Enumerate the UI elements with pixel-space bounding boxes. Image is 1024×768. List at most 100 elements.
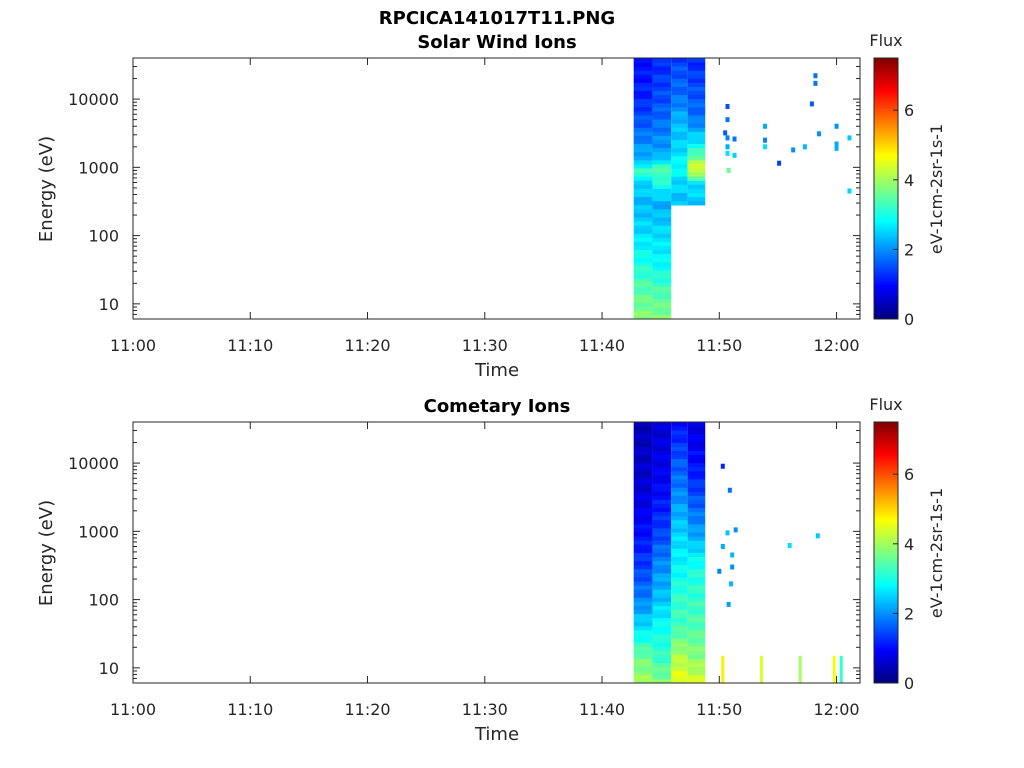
x-tick-label: 12:00 [813, 700, 859, 719]
spectrogram-cell [687, 568, 706, 574]
spectrogram-cell [633, 261, 653, 267]
spectrogram-cell [652, 78, 672, 83]
spectrogram-cell [633, 98, 653, 104]
spectrogram-cell [633, 483, 653, 488]
spectrogram-cell [687, 184, 706, 189]
spectrogram-cell [652, 310, 672, 316]
data-point [834, 141, 839, 147]
spectrogram-cell [633, 302, 653, 308]
panel-title: Cometary Ions [424, 396, 571, 417]
spectrogram-cell [671, 601, 688, 606]
data-point [720, 463, 725, 469]
spectrogram-cell [652, 556, 672, 562]
spectrogram-cell [633, 143, 653, 149]
spectrogram-cell [633, 225, 653, 230]
spectrogram-cell [687, 507, 706, 513]
spectrogram-cell [633, 438, 653, 443]
spectrogram-cell [633, 212, 653, 218]
spectrogram-cell [633, 491, 653, 496]
spectrogram-cell [633, 70, 653, 75]
spectrogram-cell [687, 164, 706, 169]
spectrogram-cell [652, 265, 672, 271]
spectrogram-cell [687, 422, 706, 427]
spectrogram-cell [633, 270, 653, 275]
spectrogram-cell [687, 491, 706, 496]
data-point [834, 145, 839, 151]
spectrogram-cell [671, 613, 688, 619]
spectrogram-cell [671, 62, 688, 67]
spectrogram-cell [633, 115, 653, 120]
spectrogram-cell [652, 662, 672, 668]
spectrogram-cell [633, 139, 653, 145]
spectrogram-cell [671, 515, 688, 521]
spectrogram-cell [652, 536, 672, 541]
spectrogram-cell [687, 642, 706, 647]
spectrogram-cell [633, 204, 653, 210]
y-tick-label: 1000 [78, 522, 119, 541]
spectrogram-cell [652, 581, 672, 586]
spectrogram-cell [652, 204, 672, 210]
spectrogram-cell [687, 650, 706, 655]
spectrogram-cell [687, 589, 706, 594]
spectrogram-cell [633, 581, 653, 586]
y-tick-label: 10000 [68, 90, 119, 109]
spectrogram-cell [671, 479, 688, 484]
x-tick-label: 11:50 [696, 700, 742, 719]
spectrogram-cell [687, 536, 706, 541]
spectrogram-cell [633, 278, 653, 283]
spectrogram-cell [652, 426, 672, 431]
spectrogram-cell [687, 196, 706, 202]
spectrogram-cell [671, 102, 688, 108]
spectrogram-cell [652, 66, 672, 71]
spectrogram-cell [671, 629, 688, 635]
spectrogram-cell [652, 434, 672, 439]
spectrogram-cell [687, 466, 706, 472]
spectrogram-cell [671, 66, 688, 71]
spectrogram-cell [652, 540, 672, 545]
spectrogram-cell [671, 585, 688, 590]
spectrogram-cell [652, 601, 672, 606]
spectrogram-cell [671, 98, 688, 104]
spectrogram-cell [652, 131, 672, 136]
spectrogram-cell [687, 442, 706, 447]
spectrogram-cell [671, 106, 688, 112]
spectrogram-cell [633, 629, 653, 635]
spectrogram-cell [671, 164, 688, 169]
spectrogram-cell [687, 634, 706, 639]
spectrogram-cell [633, 245, 653, 251]
spectrogram-cell [652, 225, 672, 230]
spectrogram-cell [652, 274, 672, 279]
spectrogram-cell [671, 180, 688, 185]
spectrogram-cell [633, 601, 653, 606]
spectrogram-cell [671, 90, 688, 96]
spectrogram-cell [652, 654, 672, 659]
spectrogram-cell [652, 115, 672, 120]
plot-axes: 11:00 11:10 11:20 11:30 11:40 11:50 12:00 10 100… [68, 421, 861, 719]
data-point [813, 73, 818, 79]
y-tick-label: 1000 [78, 158, 119, 177]
spectrogram-cell [687, 200, 706, 206]
spectrogram-cell [633, 507, 653, 513]
spectrogram-cell [652, 605, 672, 610]
spectrogram-cell [671, 499, 688, 504]
colorbar-label: eV-1cm-2sr-1s-1 [927, 488, 946, 618]
spectrogram-cell [652, 58, 672, 63]
spectrogram-cell [687, 135, 706, 140]
spectrogram-cell [633, 503, 653, 509]
spectrogram-cell [633, 314, 653, 320]
data-point [725, 117, 730, 123]
data-point [802, 144, 807, 150]
spectrogram-cell [633, 454, 653, 460]
data-spike [721, 655, 725, 683]
spectrogram-cell [633, 658, 653, 664]
spectrogram-cell [633, 479, 653, 484]
spectrogram-cell [633, 282, 653, 287]
spectrogram-cell [652, 196, 672, 202]
spectrogram-cell [687, 662, 706, 668]
spectrogram-cell [633, 74, 653, 79]
spectrogram-cell [671, 442, 688, 447]
spectrogram-cell [633, 147, 653, 153]
data-point [729, 581, 734, 587]
spectrogram-cell [633, 462, 653, 468]
spectrogram-cell [633, 434, 653, 439]
